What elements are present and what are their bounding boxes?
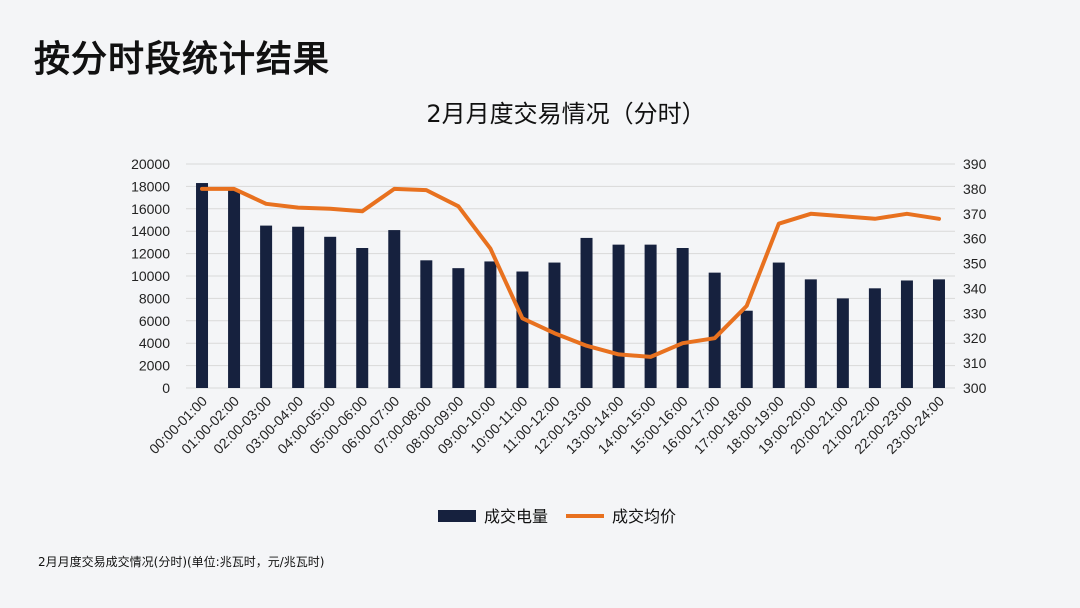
y-right-tick-label: 370: [963, 206, 987, 222]
bar: [900, 280, 913, 388]
bar: [772, 262, 785, 388]
bar: [932, 279, 945, 388]
bar: [420, 260, 433, 388]
bar: [324, 236, 337, 388]
legend-bar-label: 成交电量: [484, 507, 548, 526]
bar: [868, 288, 881, 388]
legend-bar-swatch: [438, 510, 476, 522]
y-left-tick-label: 0: [162, 380, 170, 396]
bar: [228, 189, 241, 388]
bar: [260, 225, 273, 388]
price-line: [200, 186, 941, 359]
y-left-tick-label: 14000: [131, 223, 170, 239]
bar: [580, 237, 593, 388]
bar: [388, 230, 401, 388]
x-axis: 00:00-01:0001:00-02:0002:00-03:0003:00-0…: [146, 393, 947, 457]
y-right-tick-label: 390: [963, 156, 987, 172]
bar-series: [196, 183, 945, 388]
y-right-tick-label: 320: [963, 330, 987, 346]
y-right-tick-label: 310: [963, 355, 987, 371]
bar: [452, 268, 465, 388]
bar: [676, 248, 689, 388]
legend: 成交电量 成交均价: [438, 507, 676, 526]
y-right-tick-label: 380: [963, 181, 987, 197]
bar: [548, 262, 561, 388]
bar: [516, 271, 529, 388]
footnote: 2月月度交易成交情况(分时)(单位:兆瓦时，元/兆瓦时): [38, 555, 325, 569]
bar: [484, 261, 497, 388]
y-left-tick-label: 20000: [131, 156, 170, 172]
y-right-tick-label: 330: [963, 305, 987, 321]
y-left-tick-label: 2000: [139, 358, 170, 374]
y-axis-left: 0 2000 4000 6000 8000 10000 12000 14000 16000 180…: [131, 156, 170, 396]
y-left-tick-label: 6000: [139, 313, 170, 329]
page-title: 按分时段统计结果: [34, 39, 331, 80]
bar: [740, 310, 753, 388]
y-left-tick-label: 4000: [139, 335, 170, 351]
y-left-tick-label: 12000: [131, 246, 170, 262]
bar: [292, 226, 305, 388]
y-left-tick-label: 18000: [131, 178, 170, 194]
y-left-tick-label: 16000: [131, 201, 170, 217]
y-left-tick-label: 8000: [139, 290, 170, 306]
y-right-tick-label: 350: [963, 256, 987, 272]
bar: [356, 248, 369, 388]
bar: [708, 272, 721, 388]
bar: [644, 244, 657, 388]
bar: [612, 244, 625, 388]
y-right-tick-label: 360: [963, 231, 987, 247]
bar: [196, 183, 209, 388]
y-right-tick-label: 300: [963, 380, 987, 396]
y-left-tick-label: 10000: [131, 268, 170, 284]
bar: [836, 298, 849, 388]
y-axis-right: 300 310 320 330 340 350 360 370 380 390: [963, 156, 987, 396]
y-right-tick-label: 340: [963, 280, 987, 296]
legend-line-label: 成交均价: [612, 507, 676, 526]
chart-title: 2月月度交易情况（分时）: [426, 100, 705, 128]
bar: [804, 279, 817, 388]
line-series: [200, 186, 941, 359]
